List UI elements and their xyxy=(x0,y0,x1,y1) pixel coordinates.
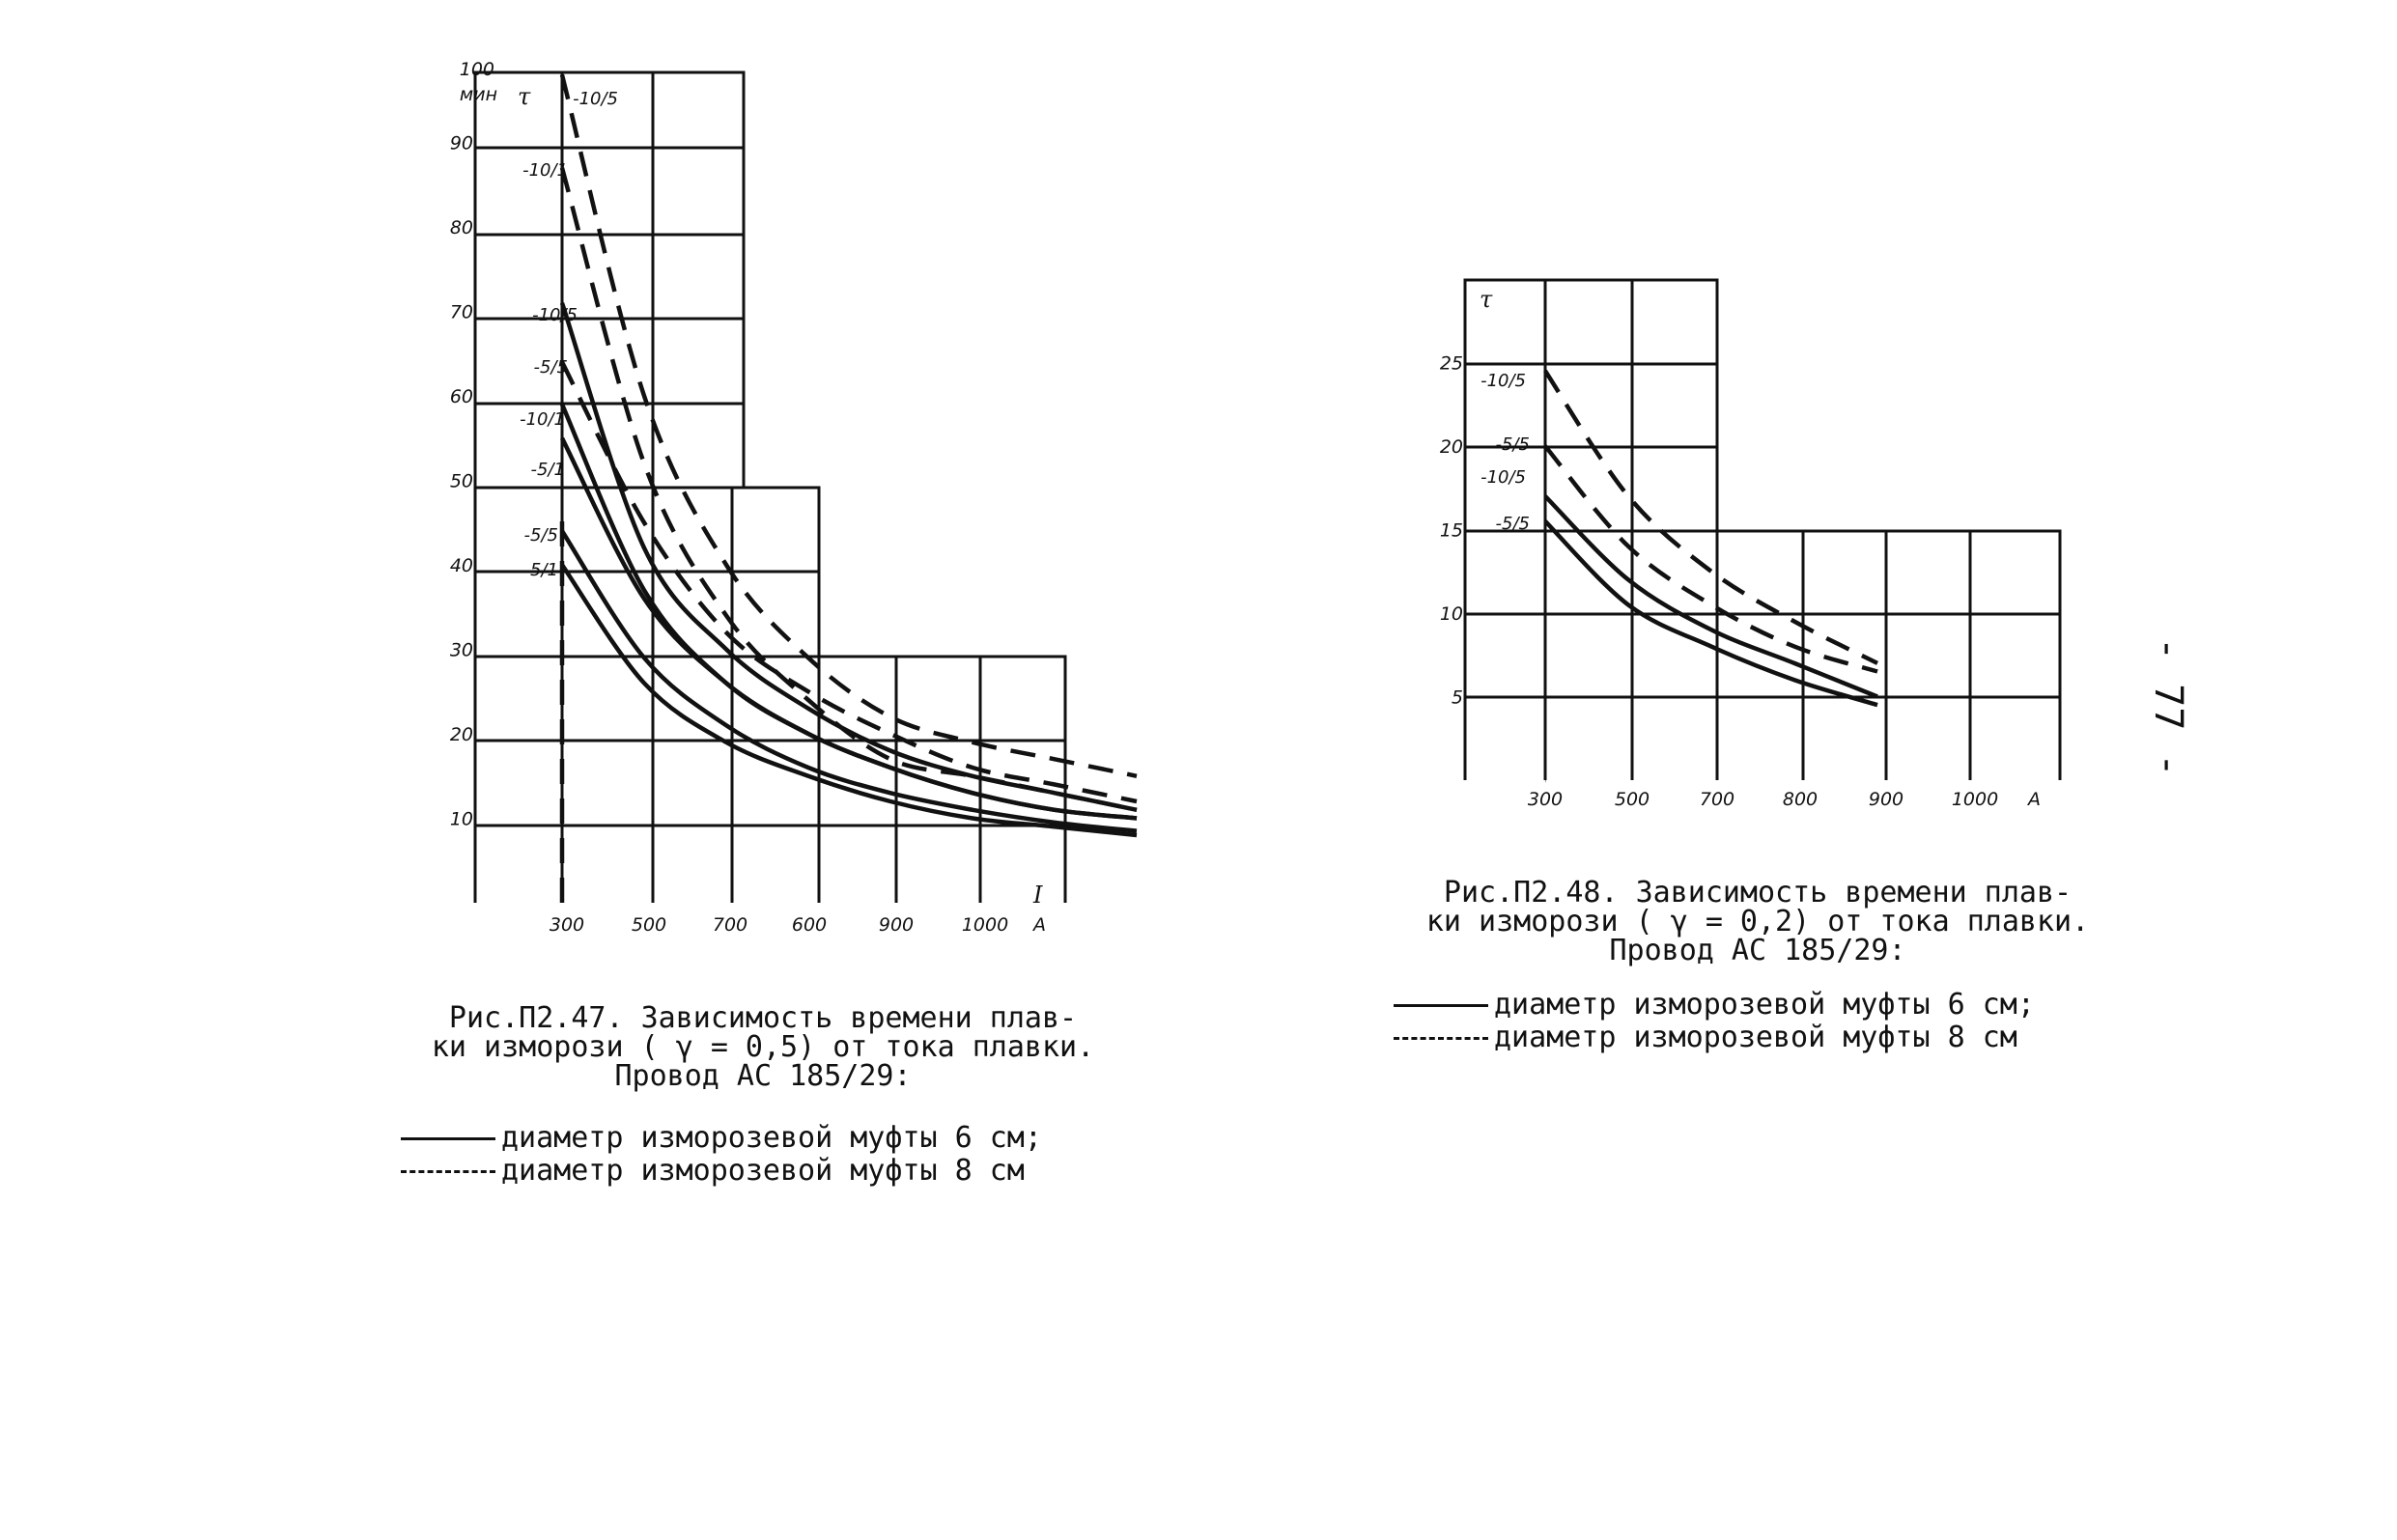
y-tick-label: 25 xyxy=(1440,353,1463,375)
y-tick-label: 70 xyxy=(450,302,473,323)
series-curve xyxy=(559,302,1138,813)
x-axis-unit: А xyxy=(1031,914,1046,936)
series-curve xyxy=(559,436,1138,821)
x-axis-unit: А xyxy=(2026,789,2041,810)
series-curve xyxy=(560,529,1138,833)
x-tick-label: 600 xyxy=(792,914,827,936)
x-tick-label: 700 xyxy=(1700,789,1734,810)
y-tick-label: 5 xyxy=(1452,687,1463,709)
y-axis-label: τ xyxy=(518,83,531,110)
series-label: -10/1 xyxy=(520,409,565,430)
legend-item-dashed: диаметр изморозевой муфты 8 см xyxy=(401,1155,1042,1188)
y-tick-label: 80 xyxy=(450,217,473,238)
series-curve xyxy=(1543,494,1878,699)
x-tick-label: 700 xyxy=(713,914,747,936)
series-curve xyxy=(1543,519,1878,708)
x-tick-label: 300 xyxy=(550,914,584,936)
y-tick-label: 10 xyxy=(450,809,473,830)
series-label: -5/5 xyxy=(1496,514,1530,534)
legend-label: диаметр изморозевой муфты 6 см; xyxy=(1494,988,2035,1022)
legend-item-dashed: диаметр изморозевой муфты 8 см xyxy=(1394,1022,2035,1054)
series-curve xyxy=(1543,369,1879,665)
y-axis-label: τ xyxy=(1480,286,1493,313)
x-tick-label: 900 xyxy=(879,914,914,936)
y-axis-unit: мин xyxy=(460,84,497,105)
series-label: -10/5 xyxy=(1480,371,1526,391)
series-curve xyxy=(559,73,1138,779)
y-unit-top: 100 xyxy=(460,59,494,80)
caption-fig-48: Рис.П2.48. Зависимость времени плав- ки … xyxy=(1425,876,2090,967)
x-tick-label: 1000 xyxy=(1952,789,1998,810)
y-tick-label: 15 xyxy=(1440,520,1463,542)
series-label: -5/5 xyxy=(534,357,568,378)
y-tick-label: 90 xyxy=(450,133,473,154)
y-tick-label: 50 xyxy=(450,471,473,492)
dashed-line-swatch xyxy=(401,1170,495,1173)
solid-line-swatch xyxy=(401,1137,495,1140)
legend-item-solid: диаметр изморозевой муфты 6 см; xyxy=(401,1122,1042,1155)
legend-label: диаметр изморозевой муфты 8 см xyxy=(501,1154,1025,1188)
solid-line-swatch xyxy=(1394,1004,1488,1007)
legend-item-solid: диаметр изморозевой муфты 6 см; xyxy=(1394,989,2035,1022)
page-number: - 77 - xyxy=(2146,637,2190,777)
series-label: -10/5 xyxy=(532,305,578,325)
y-tick-label: 20 xyxy=(1440,436,1463,458)
series-label: -5/5 xyxy=(1496,434,1530,455)
x-tick-label: 800 xyxy=(1783,789,1818,810)
series-label: -10/5 xyxy=(573,89,618,109)
x-tick-label: 300 xyxy=(1528,789,1563,810)
dashed-line-swatch xyxy=(1394,1037,1488,1040)
legend-label: диаметр изморозевой муфты 8 см xyxy=(1494,1021,2017,1054)
legend-fig-47: диаметр изморозевой муфты 6 см; диаметр … xyxy=(401,1122,1042,1188)
y-tick-label: 20 xyxy=(450,724,473,745)
series-curve xyxy=(560,563,1138,838)
x-tick-label: 500 xyxy=(632,914,666,936)
series-label: -5/1 xyxy=(531,460,565,480)
y-tick-label: 60 xyxy=(450,386,473,407)
legend-label: диаметр изморозевой муфты 6 см; xyxy=(501,1121,1042,1155)
legend-fig-48: диаметр изморозевой муфты 6 см; диаметр … xyxy=(1394,989,2035,1054)
caption-fig-47: Рис.П2.47. Зависимость времени плав- ки … xyxy=(431,1001,1095,1093)
y-tick-label: 10 xyxy=(1440,603,1463,625)
series-label: -10/5 xyxy=(1480,467,1526,488)
y-tick-label: 30 xyxy=(450,640,473,661)
x-tick-label: 500 xyxy=(1615,789,1650,810)
x-axis-label: I xyxy=(1032,882,1043,909)
x-tick-label: 900 xyxy=(1869,789,1904,810)
y-tick-label: 40 xyxy=(450,555,473,576)
series-curve xyxy=(559,360,1138,804)
series-label: -10/1 xyxy=(522,160,568,181)
x-tick-label: 1000 xyxy=(962,914,1008,936)
series-label: -5/1 xyxy=(524,560,558,580)
series-label: -5/5 xyxy=(524,525,558,546)
